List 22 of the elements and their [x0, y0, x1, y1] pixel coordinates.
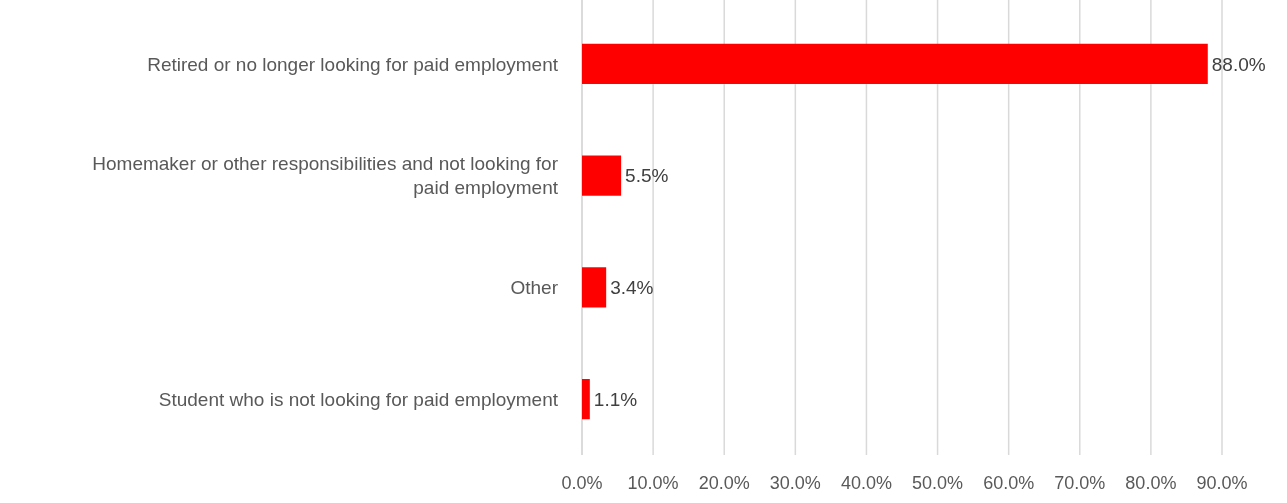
y-tick-label: Retired or no longer looking for paid employment: [147, 53, 559, 75]
bar: [582, 379, 590, 420]
y-tick-label: Other: [510, 277, 559, 299]
x-tick-label: 90.0%: [1196, 473, 1248, 493]
x-tick-label: 10.0%: [627, 473, 679, 493]
x-tick-label: 20.0%: [698, 473, 750, 493]
x-tick-label: 70.0%: [1054, 473, 1106, 493]
bar: [582, 267, 607, 308]
x-tick-label: 60.0%: [983, 473, 1035, 493]
data-label: 88.0%: [1211, 53, 1266, 75]
x-tick-label: 40.0%: [840, 473, 892, 493]
x-tick-label: 30.0%: [769, 473, 821, 493]
y-tick-label: Homemaker or other responsibilities and not looking for paid employment: [92, 153, 559, 199]
bar: [582, 155, 622, 196]
x-tick-label: 0.0%: [561, 473, 603, 493]
x-tick-label: 50.0%: [912, 473, 964, 493]
bar: [582, 43, 1208, 84]
data-label: 5.5%: [625, 165, 669, 187]
x-tick-label: 80.0%: [1125, 473, 1177, 493]
y-tick-label: Student who is not looking for paid employment: [158, 388, 559, 410]
data-label: 3.4%: [610, 277, 654, 299]
data-label: 1.1%: [593, 388, 638, 410]
